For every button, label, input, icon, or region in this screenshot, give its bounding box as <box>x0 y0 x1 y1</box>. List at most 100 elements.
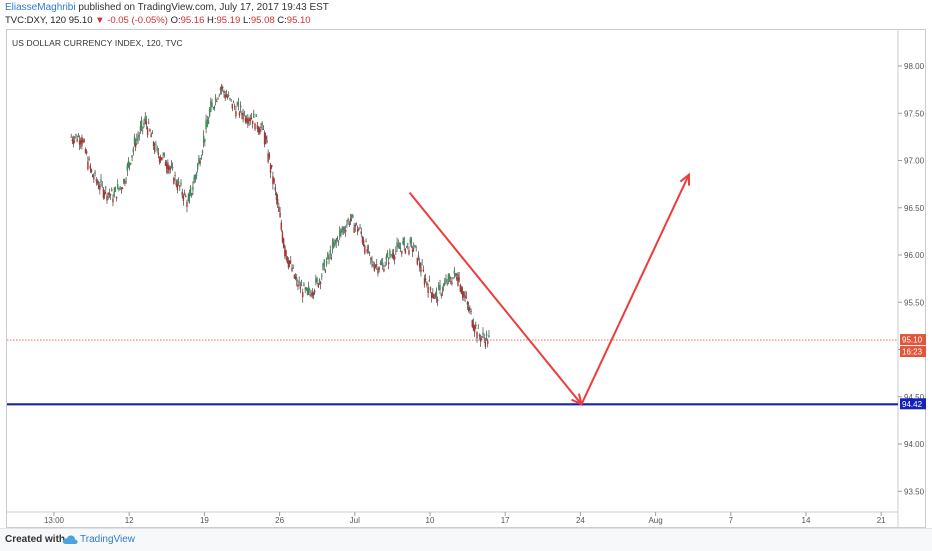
candle-body <box>247 119 249 125</box>
candle-body <box>343 230 346 231</box>
candle-body <box>239 105 242 108</box>
candle-body <box>225 94 228 97</box>
candle-body <box>250 117 253 120</box>
candle-body <box>175 181 177 186</box>
candle-body <box>390 255 392 257</box>
candle-body <box>257 127 260 133</box>
candle-body <box>321 275 323 277</box>
candle-body <box>167 162 169 173</box>
candle-body <box>438 284 440 291</box>
candle-body <box>168 166 170 170</box>
candle-body <box>434 293 436 295</box>
candle-body <box>341 230 343 233</box>
candle-body <box>309 291 311 293</box>
candle-body <box>353 227 355 233</box>
candle-body <box>269 164 272 173</box>
candle-body <box>117 184 119 189</box>
candle-body <box>206 121 208 128</box>
y-tick-label: 97.50 <box>904 109 925 118</box>
x-tick-label: 14 <box>802 516 811 525</box>
candle-body <box>245 118 248 123</box>
candle-body <box>181 191 183 196</box>
candle-body <box>195 173 198 177</box>
candle-body <box>398 247 401 249</box>
candle-body <box>325 261 328 265</box>
candle-body <box>71 139 74 142</box>
candle-body <box>81 136 83 147</box>
candle-body <box>109 194 112 196</box>
candle-body <box>318 279 321 282</box>
y-tick-label: 97.00 <box>904 157 925 166</box>
candle-body <box>478 335 481 337</box>
candle-body <box>472 323 475 331</box>
candle-body <box>222 87 224 89</box>
candle-body <box>294 276 297 280</box>
candle-body <box>297 284 299 287</box>
candle-body <box>217 98 219 99</box>
candle-body <box>285 250 287 257</box>
candle-body <box>160 156 162 161</box>
candle-body <box>422 269 425 272</box>
last-price: 95.10 <box>68 15 93 26</box>
candle-body <box>439 285 441 290</box>
candle-body <box>414 244 416 248</box>
candle-body <box>448 275 451 280</box>
candle-body <box>243 112 245 114</box>
candle-body <box>481 336 483 338</box>
candle-body <box>278 206 280 212</box>
created-with-label: Created with <box>5 534 66 545</box>
candle-body <box>413 247 415 249</box>
candle-body <box>142 126 144 129</box>
candle-body <box>214 97 217 101</box>
candle-body <box>249 118 251 122</box>
candle-body <box>174 174 176 176</box>
candle-body <box>470 311 472 312</box>
candle-body <box>268 153 271 158</box>
candle-body <box>364 245 366 254</box>
tradingview-brand[interactable]: TradingView <box>80 534 136 545</box>
candle-body <box>171 166 174 169</box>
author-link[interactable]: EliasseMaghribi <box>5 2 76 13</box>
candle-body <box>105 187 107 189</box>
candle-body <box>275 193 278 200</box>
candle-body <box>185 195 187 197</box>
candle-body <box>90 169 93 173</box>
candle-body <box>345 230 347 232</box>
candle-body <box>220 86 223 90</box>
candle-body <box>87 161 89 170</box>
y-tick-label: 94.00 <box>904 440 925 449</box>
candle-body <box>317 283 319 288</box>
candle-body <box>382 262 384 267</box>
candle-body <box>244 117 247 122</box>
candle-body <box>454 273 457 276</box>
footer: Created with TradingView <box>0 528 932 551</box>
down-triangle-icon: ▼ <box>95 15 105 26</box>
candle-body <box>306 288 309 295</box>
candle-body <box>226 96 229 99</box>
candle-body <box>144 116 146 122</box>
candle-body <box>170 165 173 167</box>
chart-frame[interactable] <box>6 29 926 528</box>
published-text: published on TradingView.com, July 17, 2… <box>75 2 329 13</box>
candle-body <box>213 106 216 108</box>
candle-body <box>404 249 407 254</box>
x-tick-label: Jul <box>350 516 360 525</box>
candle-body <box>162 154 164 156</box>
candle-body <box>367 247 370 249</box>
candle-body <box>193 177 195 184</box>
candle-body <box>485 333 488 336</box>
candle-body <box>349 219 352 221</box>
candle-body <box>324 271 327 273</box>
candle-body <box>487 341 489 344</box>
candle-body <box>346 224 348 226</box>
candle-body <box>112 198 114 203</box>
candle-body <box>131 155 133 158</box>
candle-body <box>305 287 308 290</box>
candle-body <box>254 123 256 130</box>
candle-body <box>296 278 298 282</box>
candle-body <box>84 149 87 153</box>
candle-body <box>251 120 254 125</box>
candle-body <box>236 105 238 107</box>
candle-body <box>446 283 448 285</box>
